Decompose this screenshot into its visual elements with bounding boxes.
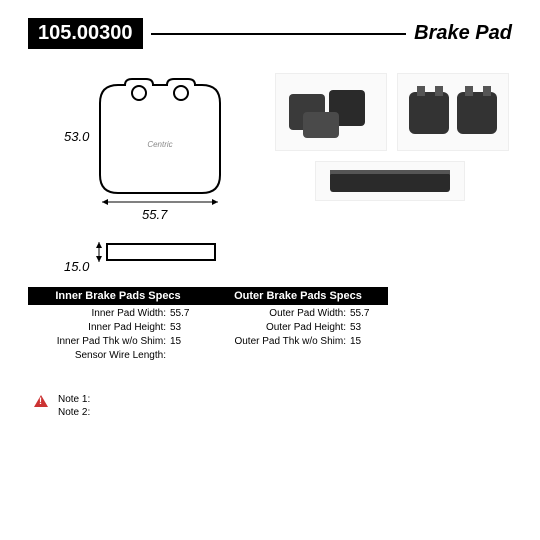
outer-specs-col: Outer Pad Width:55.7 Outer Pad Height:53… — [208, 305, 388, 365]
product-photos — [275, 73, 515, 201]
spec-label: Inner Pad Height: — [36, 321, 170, 335]
photo-pads-front — [275, 73, 387, 151]
spec-value: 55.7 — [350, 307, 380, 321]
svg-text:Centric: Centric — [147, 140, 172, 149]
dim-thickness-label: 15.0 — [64, 259, 89, 274]
notes-section: Note 1: Note 2: — [34, 393, 90, 419]
inner-specs-header: Inner Brake Pads Specs — [28, 287, 208, 305]
part-number-box: 105.00300 — [28, 18, 143, 49]
main-content: Centric 53.0 55.7 15.0 Inner Brake Pads … — [0, 53, 540, 69]
header-rule — [151, 33, 407, 35]
spec-label: Outer Pad Height: — [216, 321, 350, 335]
spec-label: Outer Pad Width: — [216, 307, 350, 321]
spec-value: 53 — [170, 321, 200, 335]
product-title: Brake Pad — [414, 22, 512, 45]
spec-label: Inner Pad Width: — [36, 307, 170, 321]
header: 105.00300 Brake Pad — [0, 0, 540, 53]
spec-value: 55.7 — [170, 307, 200, 321]
outer-specs-header: Outer Brake Pads Specs — [208, 287, 388, 305]
dim-height-label: 53.0 — [64, 129, 89, 144]
inner-specs-col: Inner Pad Width:55.7 Inner Pad Height:53… — [28, 305, 208, 365]
technical-diagram: Centric 53.0 55.7 15.0 — [40, 67, 260, 247]
brake-pad-outline: Centric — [90, 75, 230, 195]
photo-pads-back — [397, 73, 509, 151]
spec-label: Inner Pad Thk w/o Shim: — [36, 335, 170, 349]
photo-pad-side — [315, 161, 465, 201]
warning-icon — [34, 395, 48, 407]
width-arrow — [102, 197, 218, 207]
note-1: Note 1: — [58, 393, 90, 406]
spec-value: 53 — [350, 321, 380, 335]
dim-width-label: 55.7 — [142, 207, 167, 222]
thickness-arrow — [94, 242, 104, 262]
spec-value: 15 — [170, 335, 200, 349]
spec-label: Outer Pad Thk w/o Shim: — [216, 335, 350, 349]
note-2: Note 2: — [58, 406, 90, 419]
spec-value: 15 — [350, 335, 380, 349]
specs-table: Inner Brake Pads Specs Outer Brake Pads … — [28, 287, 388, 365]
spec-value — [170, 349, 200, 363]
spec-label: Sensor Wire Length: — [36, 349, 170, 363]
thickness-rect — [106, 243, 216, 261]
